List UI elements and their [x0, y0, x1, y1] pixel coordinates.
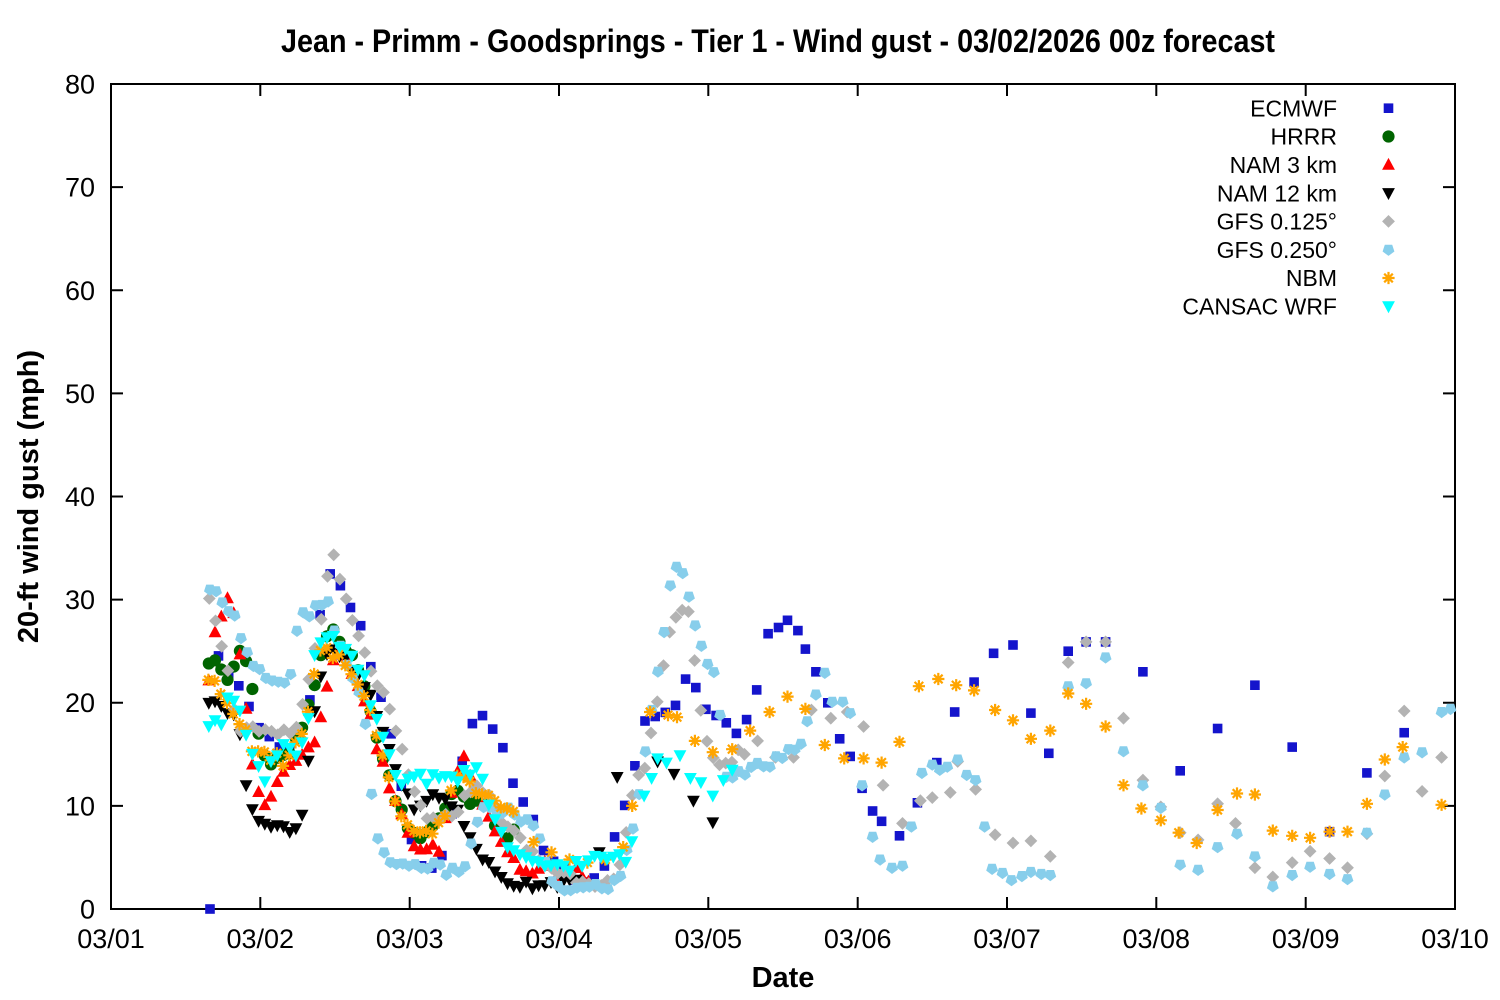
- svg-text:ECMWF: ECMWF: [1250, 95, 1337, 121]
- svg-text:Date: Date: [752, 962, 815, 994]
- svg-text:GFS 0.250°: GFS 0.250°: [1217, 237, 1337, 263]
- svg-text:03/06: 03/06: [824, 924, 892, 954]
- svg-text:20: 20: [65, 688, 95, 718]
- svg-text:03/10: 03/10: [1421, 924, 1489, 954]
- svg-text:60: 60: [65, 276, 95, 306]
- svg-text:03/08: 03/08: [1123, 924, 1191, 954]
- svg-text:CANSAC WRF: CANSAC WRF: [1182, 294, 1337, 320]
- svg-text:GFS 0.125°: GFS 0.125°: [1217, 209, 1337, 235]
- svg-text:20-ft wind gust (mph): 20-ft wind gust (mph): [13, 350, 45, 643]
- svg-text:03/07: 03/07: [973, 924, 1041, 954]
- svg-text:Jean - Primm - Goodsprings - T: Jean - Primm - Goodsprings - Tier 1 - Wi…: [281, 23, 1275, 59]
- svg-text:03/02: 03/02: [227, 924, 295, 954]
- svg-text:03/03: 03/03: [376, 924, 444, 954]
- svg-text:50: 50: [65, 379, 95, 409]
- svg-text:0: 0: [80, 895, 95, 925]
- svg-text:03/01: 03/01: [77, 924, 145, 954]
- svg-text:NAM 12 km: NAM 12 km: [1217, 180, 1337, 206]
- svg-text:30: 30: [65, 585, 95, 615]
- svg-text:70: 70: [65, 173, 95, 203]
- svg-text:NBM: NBM: [1286, 265, 1337, 291]
- svg-text:NAM 3 km: NAM 3 km: [1230, 152, 1337, 178]
- svg-text:03/05: 03/05: [675, 924, 743, 954]
- svg-text:10: 10: [65, 791, 95, 821]
- svg-text:03/09: 03/09: [1272, 924, 1340, 954]
- svg-text:03/04: 03/04: [525, 924, 593, 954]
- svg-text:40: 40: [65, 482, 95, 512]
- svg-text:HRRR: HRRR: [1271, 124, 1337, 150]
- svg-text:80: 80: [65, 70, 95, 100]
